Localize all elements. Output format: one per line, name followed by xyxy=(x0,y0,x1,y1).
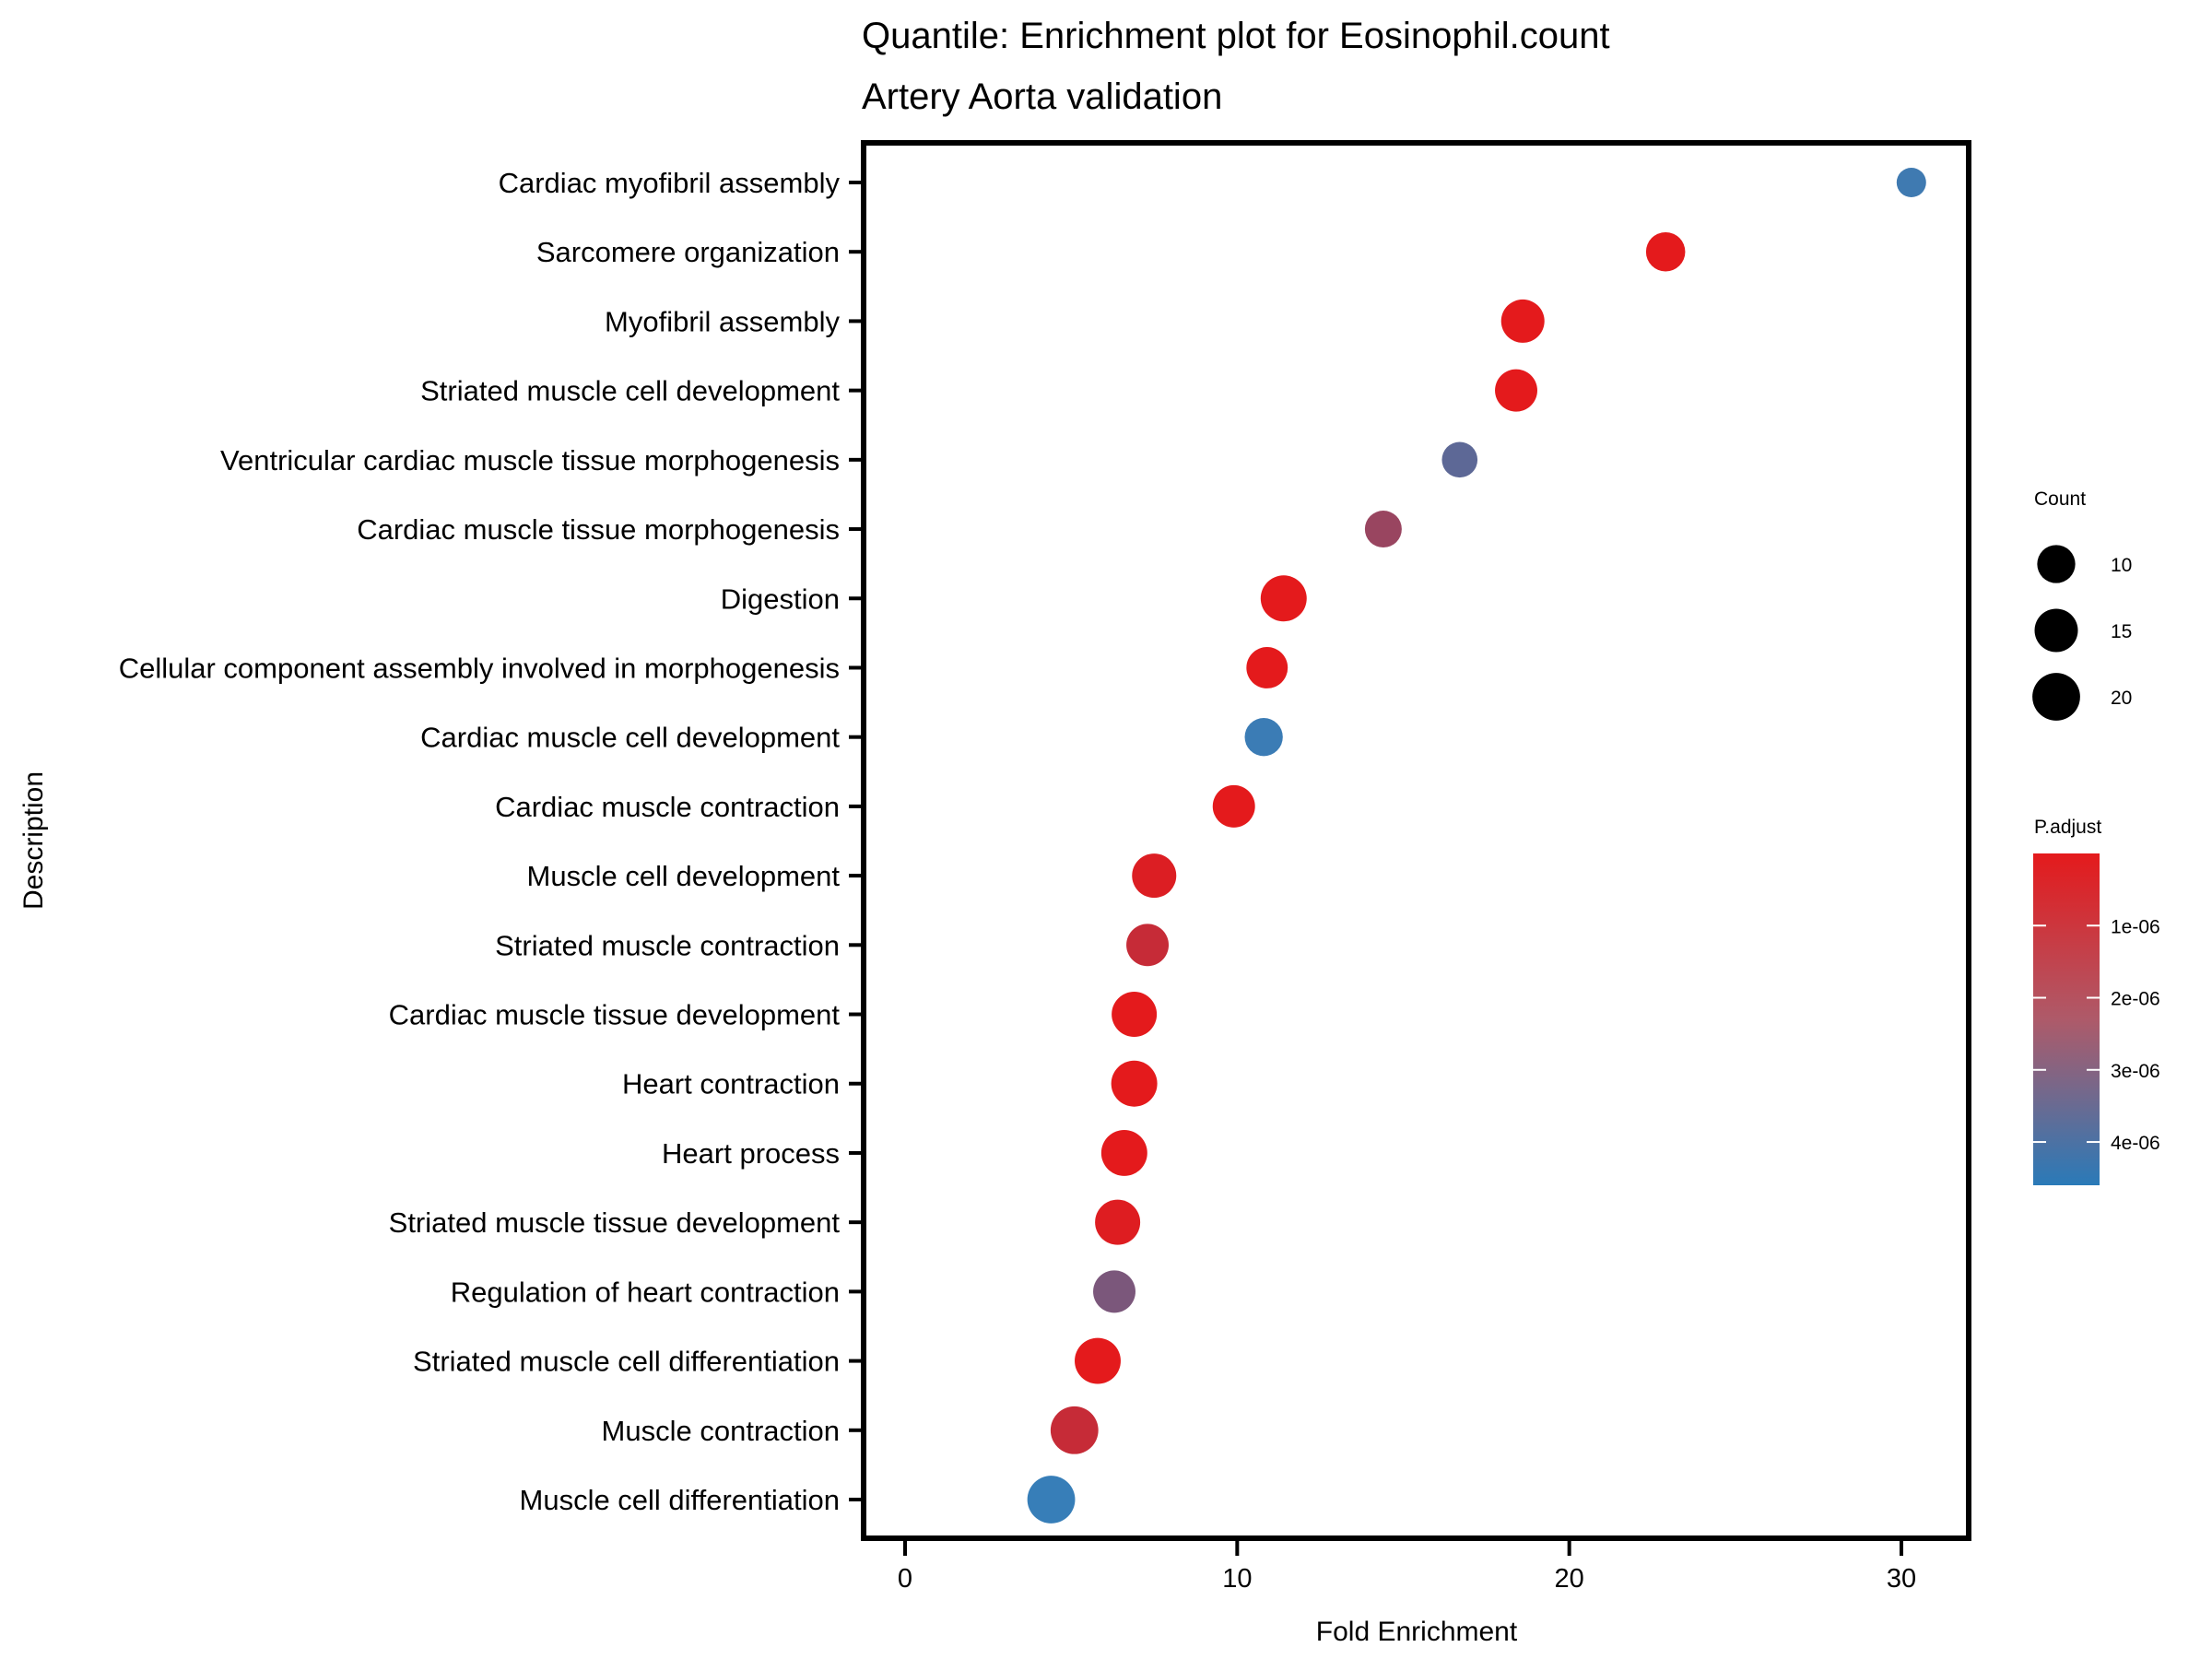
x-tick-label: 0 xyxy=(898,1564,912,1594)
colorbar-tick-label: 1e-06 xyxy=(2111,916,2160,937)
colorbar-tick-label: 3e-06 xyxy=(2111,1061,2160,1082)
y-tick-label: Cardiac muscle cell development xyxy=(420,722,840,754)
data-point xyxy=(1246,647,1288,688)
y-tick-label: Cardiac myofibril assembly xyxy=(499,167,841,199)
legend-count-key xyxy=(2037,545,2076,583)
y-tick-label: Sarcomere organization xyxy=(536,236,840,268)
data-point xyxy=(1260,575,1307,622)
y-tick-label: Cellular component assembly involved in … xyxy=(119,652,840,684)
y-tick-label: Cardiac muscle contraction xyxy=(495,791,840,823)
y-tick-label: Regulation of heart contraction xyxy=(451,1276,840,1308)
data-point xyxy=(1100,1129,1147,1176)
chart-title: Quantile: Enrichment plot for Eosinophil… xyxy=(862,16,1610,56)
data-point xyxy=(1126,924,1170,967)
data-point xyxy=(1075,1337,1121,1384)
legend-padjust: P.adjust 1e-06 2e-06 3e-06 4e-06 xyxy=(2033,817,2160,1185)
y-tick-label: Muscle cell development xyxy=(527,860,841,892)
y-tick-label: Muscle cell differentiation xyxy=(520,1484,841,1516)
legend-count-label: 10 xyxy=(2111,555,2132,576)
legend-count-key xyxy=(2032,673,2080,721)
y-tick-label: Cardiac muscle tissue morphogenesis xyxy=(357,513,840,546)
y-tick-label: Heart process xyxy=(662,1137,840,1170)
data-points xyxy=(1027,168,1926,1524)
legend-count-key xyxy=(2034,608,2078,653)
data-point xyxy=(1112,992,1158,1038)
data-point xyxy=(1500,299,1545,343)
y-tick-label: Striated muscle cell differentiation xyxy=(413,1346,840,1378)
x-axis-title: Fold Enrichment xyxy=(1316,1617,1518,1647)
x-axis-ticks: 0 10 20 30 xyxy=(898,1541,1916,1594)
data-point xyxy=(1645,231,1686,272)
x-tick-label: 10 xyxy=(1222,1564,1252,1594)
y-tick-label: Muscle contraction xyxy=(602,1415,840,1447)
y-tick-label: Striated muscle tissue development xyxy=(389,1206,841,1239)
y-tick-label: Heart contraction xyxy=(622,1068,840,1100)
colorbar-tick-label: 4e-06 xyxy=(2111,1133,2160,1154)
chart-subtitle: Artery Aorta validation xyxy=(862,76,1222,117)
data-point xyxy=(1364,511,1402,548)
data-point xyxy=(1095,1199,1141,1245)
data-point xyxy=(1132,853,1177,899)
data-point xyxy=(1896,168,1926,197)
y-axis-title: Description xyxy=(18,771,49,910)
data-point xyxy=(1495,369,1537,412)
y-tick-label: Myofibril assembly xyxy=(605,305,840,337)
legend-padjust-title: P.adjust xyxy=(2034,817,2101,838)
y-tick-label: Cardiac muscle tissue development xyxy=(389,999,841,1031)
data-point xyxy=(1093,1270,1135,1313)
data-point xyxy=(1027,1476,1076,1524)
legend-count-label: 20 xyxy=(2111,688,2132,709)
y-tick-label: Ventricular cardiac muscle tissue morpho… xyxy=(220,444,840,477)
y-tick-label: Striated muscle cell development xyxy=(420,375,840,407)
data-point xyxy=(1050,1406,1099,1454)
plot-panel-border xyxy=(861,140,1971,1541)
colorbar-tick-label: 2e-06 xyxy=(2111,989,2160,1010)
colorbar xyxy=(2033,853,2100,1185)
x-tick-label: 20 xyxy=(1555,1564,1584,1594)
y-axis-labels: Cardiac myofibril assembly Sarcomere orga… xyxy=(119,167,864,1516)
y-tick-label: Striated muscle contraction xyxy=(495,929,840,961)
legend-count-label: 15 xyxy=(2111,621,2132,642)
data-point xyxy=(1244,718,1283,757)
data-point xyxy=(1212,784,1255,828)
data-point xyxy=(1441,441,1478,478)
data-point xyxy=(1111,1060,1158,1107)
x-tick-label: 30 xyxy=(1887,1564,1916,1594)
legend-count-title: Count xyxy=(2034,488,2086,510)
legend-count: Count 10 15 20 xyxy=(2032,488,2132,721)
y-tick-label: Digestion xyxy=(721,582,840,615)
